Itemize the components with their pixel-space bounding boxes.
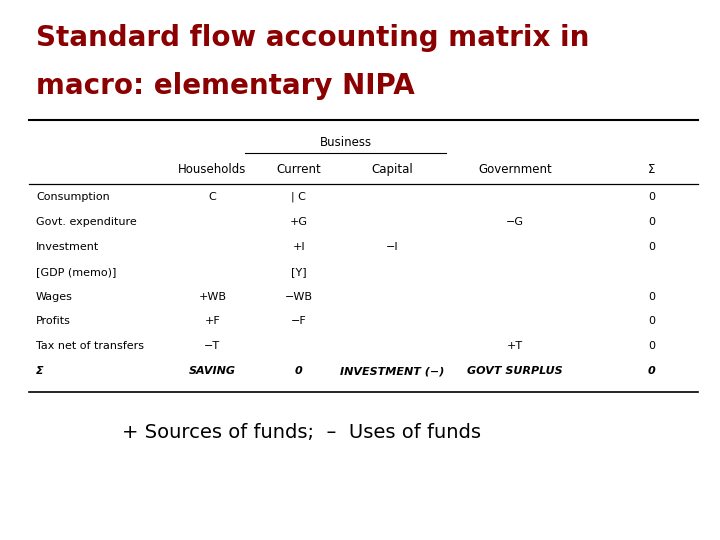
- Text: Consumption: Consumption: [36, 192, 109, 202]
- Text: Standard flow accounting matrix in: Standard flow accounting matrix in: [36, 24, 590, 52]
- Text: 0: 0: [648, 366, 655, 376]
- Text: 0: 0: [648, 242, 655, 252]
- Text: 0: 0: [648, 192, 655, 202]
- Text: −F: −F: [291, 316, 307, 326]
- Text: [Y]: [Y]: [291, 267, 307, 276]
- Text: +G: +G: [289, 217, 308, 227]
- Text: GOVT SURPLUS: GOVT SURPLUS: [467, 366, 562, 376]
- Text: Profits: Profits: [36, 316, 71, 326]
- Text: u Ottawa: u Ottawa: [626, 503, 705, 518]
- Text: 0: 0: [648, 316, 655, 326]
- Text: −WB: −WB: [285, 292, 312, 301]
- Text: Households: Households: [179, 163, 246, 176]
- Text: Σ: Σ: [36, 366, 44, 376]
- Text: −I: −I: [386, 242, 399, 252]
- Text: Σ: Σ: [648, 163, 655, 176]
- Text: +WB: +WB: [199, 292, 226, 301]
- Text: macro: elementary NIPA: macro: elementary NIPA: [36, 72, 415, 100]
- Text: C: C: [209, 192, 216, 202]
- Text: −G: −G: [505, 217, 523, 227]
- Text: 0: 0: [648, 217, 655, 227]
- Text: +I: +I: [292, 242, 305, 252]
- Text: Government: Government: [478, 163, 552, 176]
- Text: 0: 0: [648, 292, 655, 301]
- Text: | C: | C: [292, 192, 306, 202]
- Text: 0: 0: [648, 341, 655, 351]
- Text: −T: −T: [204, 341, 220, 351]
- Text: Current: Current: [276, 163, 321, 176]
- Text: +F: +F: [204, 316, 220, 326]
- Text: [GDP (memo)]: [GDP (memo)]: [36, 267, 117, 276]
- Text: Wages: Wages: [36, 292, 73, 301]
- Text: Tax net of transfers: Tax net of transfers: [36, 341, 144, 351]
- Text: Investment: Investment: [36, 242, 99, 252]
- Text: Govt. expenditure: Govt. expenditure: [36, 217, 137, 227]
- Text: SAVING: SAVING: [189, 366, 236, 376]
- Text: +T: +T: [507, 341, 523, 351]
- Text: INVESTMENT (−): INVESTMENT (−): [341, 366, 444, 376]
- Text: Capital: Capital: [372, 163, 413, 176]
- Text: 0: 0: [295, 366, 302, 376]
- Text: Business: Business: [320, 137, 372, 150]
- Text: + Sources of funds;  –  Uses of funds: + Sources of funds; – Uses of funds: [122, 423, 482, 442]
